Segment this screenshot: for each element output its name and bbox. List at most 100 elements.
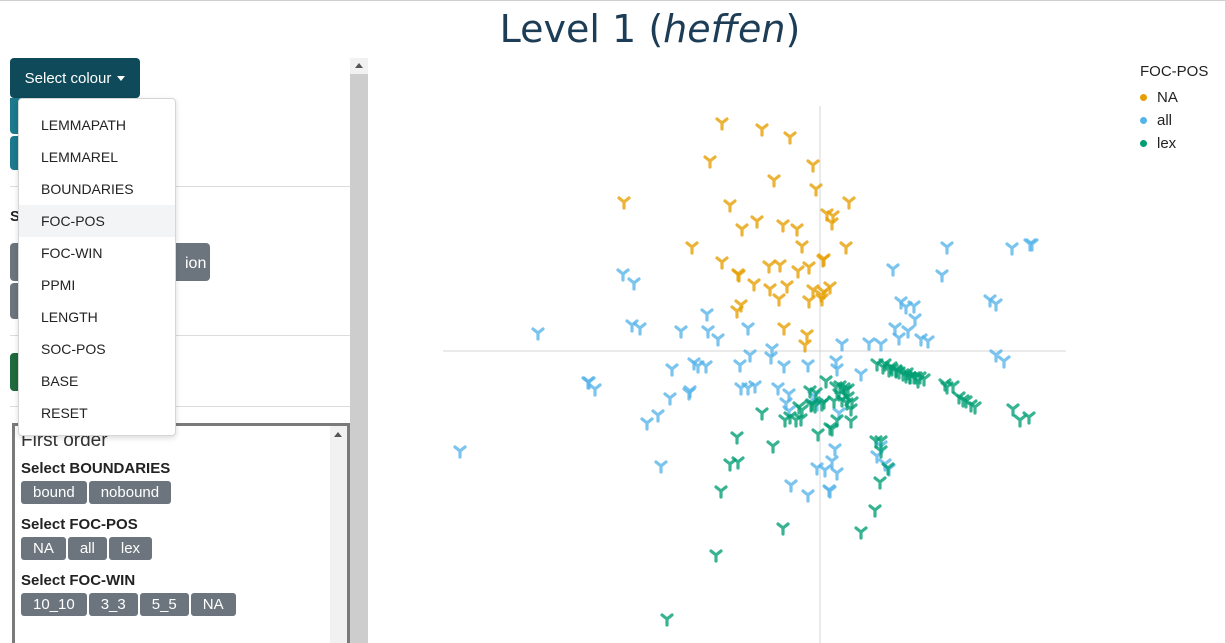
scatter-point-all[interactable] xyxy=(914,333,928,347)
scatter-point-lex[interactable] xyxy=(946,380,960,394)
scatter-point-all[interactable] xyxy=(810,462,824,476)
dropdown-item-foc-pos[interactable]: FOC-POS xyxy=(19,205,175,237)
legend-item-na[interactable]: NA xyxy=(1140,86,1208,109)
scatter-point-all[interactable] xyxy=(989,298,1003,312)
scatter-point-all[interactable] xyxy=(743,349,757,363)
scatter-point-all[interactable] xyxy=(764,351,778,365)
scatter-point-lex[interactable] xyxy=(795,404,809,418)
scatter-point-lex[interactable] xyxy=(709,549,723,563)
scatter-point-all[interactable] xyxy=(771,382,785,396)
scatter-point-na[interactable] xyxy=(685,241,699,255)
scatter-point-lex[interactable] xyxy=(803,385,817,399)
scatter-point-all[interactable] xyxy=(1005,242,1019,256)
scatter-point-lex[interactable] xyxy=(889,364,903,378)
dropdown-item-lemmapath[interactable]: LEMMAPATH xyxy=(41,117,127,133)
scatter-point-lex[interactable] xyxy=(1006,403,1020,417)
scatter-point-all[interactable] xyxy=(830,467,844,481)
scatter-point-na[interactable] xyxy=(815,293,829,307)
scatter-point-lex[interactable] xyxy=(817,396,831,410)
scatter-point-lex[interactable] xyxy=(874,445,888,459)
scatter-point-lex[interactable] xyxy=(776,522,790,536)
foc-win-5-5-button[interactable]: 5_5 xyxy=(139,593,189,616)
scatter-point-na[interactable] xyxy=(802,261,816,275)
scatter-point-all[interactable] xyxy=(627,277,641,291)
scatter-point-all[interactable] xyxy=(588,383,602,397)
scatter-point-na[interactable] xyxy=(755,123,769,137)
scatter-point-lex[interactable] xyxy=(844,415,858,429)
scatter-point-all[interactable] xyxy=(640,417,654,431)
scatter-point-all[interactable] xyxy=(663,392,677,406)
scatter-point-all[interactable] xyxy=(531,327,545,341)
scatter-point-lex[interactable] xyxy=(845,396,859,410)
scatter-point-lex[interactable] xyxy=(1013,414,1027,428)
scatter-point-na[interactable] xyxy=(747,278,761,292)
scatter-point-all[interactable] xyxy=(888,322,902,336)
scatter-point-all[interactable] xyxy=(886,263,900,277)
scatter-point-na[interactable] xyxy=(772,293,786,307)
scatter-point-all[interactable] xyxy=(453,445,467,459)
scatter-point-all[interactable] xyxy=(801,489,815,503)
scatter-point-all[interactable] xyxy=(830,363,844,377)
dropdown-item-length[interactable]: LENGTH xyxy=(41,309,98,325)
scatter-point-na[interactable] xyxy=(715,256,729,270)
scatter-point-na[interactable] xyxy=(817,253,831,267)
scatter-point-na[interactable] xyxy=(763,283,777,297)
dropdown-item-reset[interactable]: RESET xyxy=(41,405,88,421)
foc-pos-na-button[interactable]: NA xyxy=(21,537,66,560)
select-colour-button[interactable]: Select colour xyxy=(10,58,140,98)
scroll-up-arrow-icon[interactable] xyxy=(350,58,368,74)
scatter-point-na[interactable] xyxy=(800,329,814,343)
dropdown-item-lemmarel[interactable]: LEMMAREL xyxy=(41,149,119,165)
scatter-point-na[interactable] xyxy=(839,241,853,255)
dropdown-item-ppmi[interactable]: PPMI xyxy=(41,277,76,293)
scatter-point-all[interactable] xyxy=(997,355,1011,369)
scatter-point-all[interactable] xyxy=(818,464,832,478)
scatter-point-lex[interactable] xyxy=(789,414,803,428)
scatter-point-na[interactable] xyxy=(842,196,856,210)
scatter-point-all[interactable] xyxy=(616,268,630,282)
scatter-point-na[interactable] xyxy=(791,265,805,279)
scatter-point-all[interactable] xyxy=(892,332,906,346)
scatter-point-na[interactable] xyxy=(776,219,790,233)
scatter-point-all[interactable] xyxy=(651,409,665,423)
dropdown-item-base[interactable]: BASE xyxy=(41,373,79,389)
scatter-point-lex[interactable] xyxy=(964,399,978,413)
dropdown-item-boundaries[interactable]: BOUNDARIES xyxy=(41,181,134,197)
scatter-point-na[interactable] xyxy=(723,199,737,213)
scatter-point-na[interactable] xyxy=(617,196,631,210)
scatter-point-na[interactable] xyxy=(762,260,776,274)
scatter-point-lex[interactable] xyxy=(903,371,917,385)
scatter-point-na[interactable] xyxy=(809,183,823,197)
scatter-point-lex[interactable] xyxy=(873,476,887,490)
scatter-point-all[interactable] xyxy=(899,301,913,315)
scatter-point-lex[interactable] xyxy=(823,422,837,436)
scatter-point-lex[interactable] xyxy=(1022,411,1036,425)
scatter-point-na[interactable] xyxy=(780,280,794,294)
scatter-point-lex[interactable] xyxy=(819,375,833,389)
scatter-point-all[interactable] xyxy=(777,360,791,374)
scatter-point-lex[interactable] xyxy=(868,504,882,518)
scatter-point-na[interactable] xyxy=(703,155,717,169)
scatter-point-all[interactable] xyxy=(748,380,762,394)
scatter-point-all[interactable] xyxy=(700,308,714,322)
scatter-point-lex[interactable] xyxy=(829,381,843,395)
scatter-point-na[interactable] xyxy=(790,223,804,237)
scatter-point-na[interactable] xyxy=(825,217,839,231)
scatter-point-lex[interactable] xyxy=(778,414,792,428)
scatter-point-all[interactable] xyxy=(765,343,779,357)
scatter-point-all[interactable] xyxy=(935,269,949,283)
scatter-point-all[interactable] xyxy=(674,325,688,339)
scatter-point-all[interactable] xyxy=(633,322,647,336)
scatter-point-all[interactable] xyxy=(983,294,997,308)
scatter-point-all[interactable] xyxy=(835,338,849,352)
scatter-point-na[interactable] xyxy=(795,240,809,254)
scatter-point-na[interactable] xyxy=(750,215,764,229)
scatter-point-lex[interactable] xyxy=(881,462,895,476)
scatter-point-na[interactable] xyxy=(806,284,820,298)
scatter-point-lex[interactable] xyxy=(838,385,852,399)
scatter-point-lex[interactable] xyxy=(755,407,769,421)
scatter-point-all[interactable] xyxy=(940,241,954,255)
legend-item-all[interactable]: all xyxy=(1140,109,1208,132)
scatter-point-all[interactable] xyxy=(779,397,793,411)
scatter-point-lex[interactable] xyxy=(723,458,737,472)
